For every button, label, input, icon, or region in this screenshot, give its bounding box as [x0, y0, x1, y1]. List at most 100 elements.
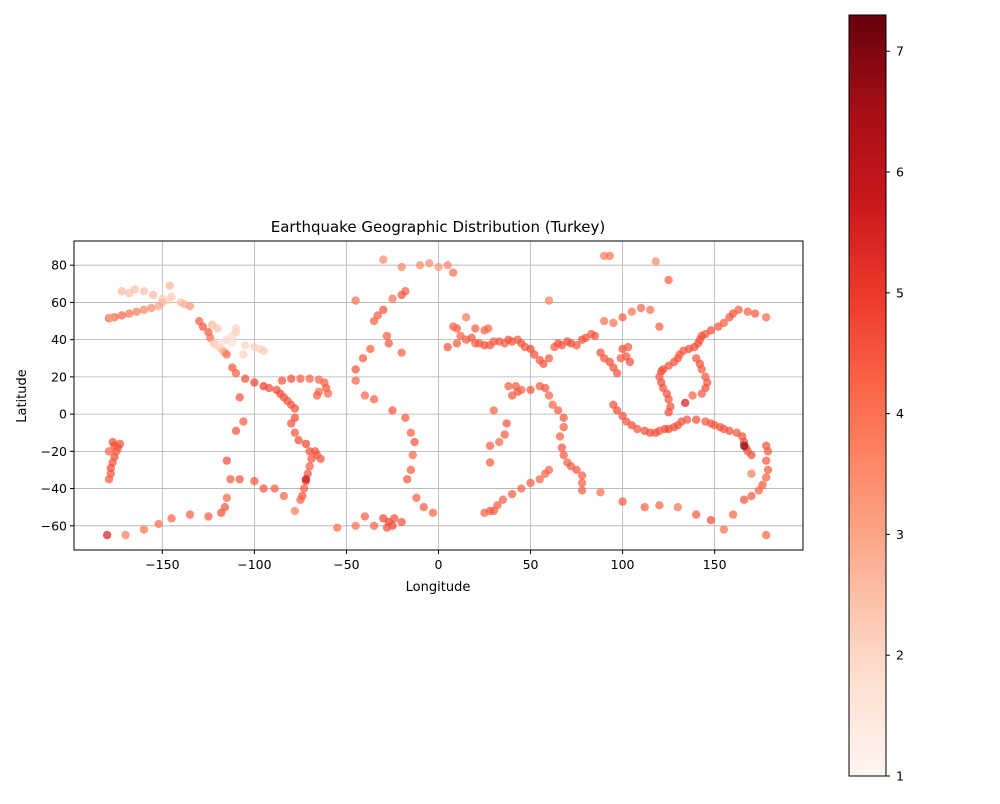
earthquake-point	[682, 415, 692, 424]
earthquake-point	[351, 365, 360, 374]
earthquake-point	[397, 348, 406, 357]
x-axis-ticks: −150 −100 −50 0 50 100 150	[145, 550, 727, 572]
earthquake-point	[241, 374, 250, 383]
earthquake-point	[235, 393, 244, 402]
earthquake-point	[397, 517, 406, 527]
earthquake-point	[443, 342, 452, 352]
earthquake-point	[719, 318, 729, 328]
earthquake-point	[544, 296, 554, 305]
earthquake-point	[572, 465, 581, 475]
earthquake-point	[222, 456, 231, 465]
earthquake-point	[117, 287, 127, 296]
earthquake-point	[250, 476, 259, 486]
earthquake-point	[165, 281, 174, 290]
earthquake-point	[290, 506, 300, 516]
y-axis-label: Latitude	[15, 369, 30, 423]
earthquake-point	[207, 320, 217, 329]
earthquake-point	[390, 514, 399, 523]
earthquake-point	[577, 478, 587, 488]
colorbar-tick-label: 6	[896, 165, 904, 180]
earthquake-point	[316, 454, 325, 463]
y-tick-label: −20	[41, 444, 67, 459]
colorbar-ticks: 1 2 3 4 5 6 7	[886, 44, 904, 784]
earthquake-point	[388, 406, 397, 415]
earthquake-point	[680, 398, 690, 408]
earthquake-point	[287, 374, 296, 383]
earthquake-point	[241, 341, 250, 350]
earthquake-point	[250, 378, 259, 387]
earthquake-point	[544, 391, 554, 400]
y-tick-label: 80	[51, 258, 67, 273]
earthquake-point	[559, 450, 568, 460]
earthquake-point	[132, 307, 141, 316]
earthquake-point	[310, 447, 320, 456]
x-tick-label: −100	[237, 557, 271, 572]
earthquake-point	[461, 313, 471, 322]
earthquake-point	[618, 313, 627, 322]
earthquake-point	[612, 406, 622, 415]
earthquake-point	[449, 268, 458, 277]
earthquake-point	[697, 365, 706, 374]
earthquake-point	[428, 508, 438, 517]
earthquake-point	[185, 510, 195, 519]
earthquake-point	[167, 514, 176, 523]
earthquake-point	[379, 255, 388, 264]
earthquake-point	[312, 391, 322, 400]
earthquake-point	[539, 359, 548, 369]
earthquake-point	[139, 525, 149, 534]
earthquake-point	[360, 512, 370, 521]
earthquake-point	[590, 331, 600, 341]
earthquake-point	[526, 478, 535, 488]
y-axis-ticks: −60 −40 −20 0 20 40 60 80	[41, 258, 74, 533]
earthquake-point	[154, 519, 163, 529]
earthquake-point	[382, 331, 392, 341]
earthquake-point	[301, 475, 311, 484]
earthquake-point	[222, 350, 231, 359]
earthquake-point	[507, 391, 517, 400]
earthquake-point	[360, 391, 370, 400]
y-tick-label: 40	[51, 332, 67, 347]
x-tick-label: 100	[611, 557, 635, 572]
earthquake-point	[517, 385, 526, 395]
earthquake-point	[625, 357, 635, 367]
earthquake-point	[351, 376, 360, 385]
y-tick-label: 20	[51, 369, 67, 384]
earthquake-point	[231, 324, 241, 333]
earthquake-point	[747, 450, 756, 460]
x-tick-label: 150	[703, 557, 727, 572]
earthquake-point	[559, 422, 568, 432]
earthquake-point	[489, 506, 498, 516]
earthquake-point	[572, 341, 581, 350]
earthquake-point	[290, 428, 300, 437]
earthquake-point	[104, 447, 114, 456]
earthquake-point	[706, 516, 716, 525]
earthquake-point	[226, 475, 235, 484]
earthquake-point	[507, 489, 517, 499]
earthquake-point	[471, 324, 480, 333]
earthquake-point	[305, 462, 314, 471]
earthquake-point	[623, 342, 633, 352]
earthquake-point	[228, 339, 237, 348]
earthquake-point	[296, 374, 305, 383]
earthquake-point	[763, 465, 773, 475]
earthquake-point	[403, 475, 412, 484]
earthquake-point	[148, 290, 158, 300]
earthquake-point	[366, 344, 375, 354]
y-tick-label: 0	[59, 407, 67, 422]
earthquake-point	[294, 435, 303, 445]
earthquake-point	[384, 339, 393, 348]
earthquake-point	[222, 493, 231, 503]
y-tick-label: −60	[41, 518, 67, 533]
earthquake-point	[485, 458, 495, 467]
earthquake-point	[102, 530, 112, 540]
earthquake-point	[369, 395, 379, 404]
earthquake-point	[425, 259, 434, 268]
earthquake-point	[434, 262, 443, 272]
earthquake-point	[739, 495, 749, 504]
earthquake-point	[541, 383, 550, 393]
x-tick-label: 0	[435, 557, 443, 572]
earthquake-point	[646, 305, 655, 315]
colorbar-tick-label: 7	[896, 44, 904, 59]
